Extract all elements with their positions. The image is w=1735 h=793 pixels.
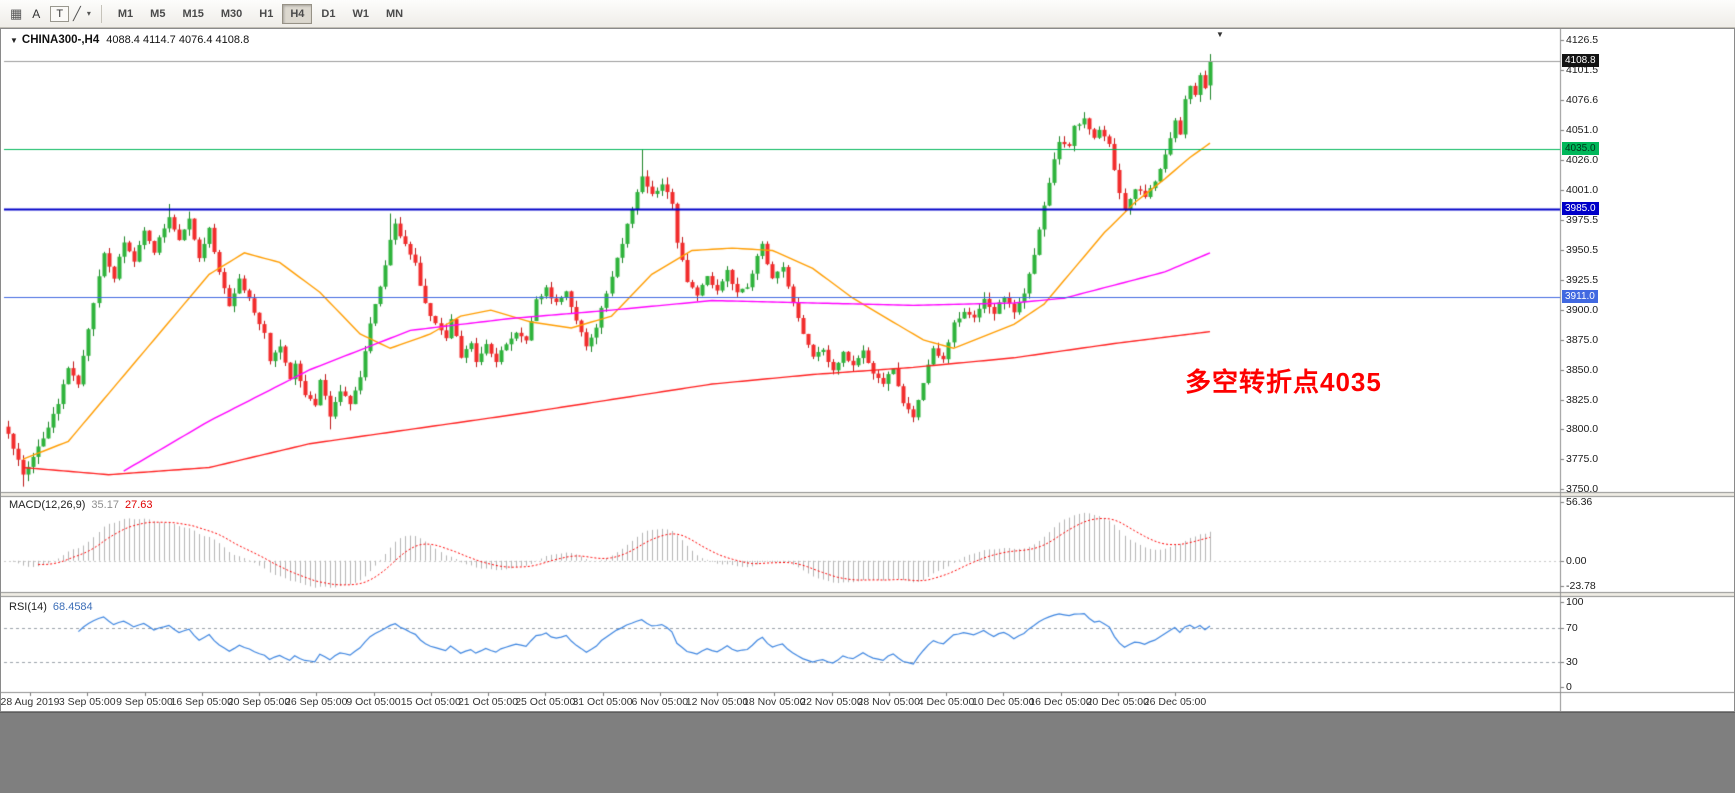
timeframe-button-w1[interactable]: W1 (344, 4, 377, 24)
time-axis-label: 4 Dec 05:00 (917, 696, 975, 708)
draw-line-tool-icon[interactable]: ╱ (73, 5, 81, 21)
chart-canvas[interactable] (1, 29, 1734, 711)
timeframe-button-h1[interactable]: H1 (251, 4, 281, 24)
time-axis-label: 10 Dec 05:00 (972, 696, 1035, 708)
price-axis-label: 3925.5 (1566, 273, 1599, 286)
timeframe-button-d1[interactable]: D1 (313, 4, 343, 24)
price-axis-label: 4026.0 (1566, 153, 1599, 166)
rsi-value: 68.4584 (52, 601, 93, 613)
macd-main-value: 35.17 (91, 499, 119, 511)
rsi-axis-label: 0 (1566, 681, 1572, 693)
ohlc-values: 4088.4 4114.7 4076.4 4108.8 (106, 34, 250, 46)
rsi-axis-label: 30 (1566, 655, 1578, 668)
rsi-name: RSI(14) (9, 601, 47, 613)
price-axis-label: 3850.0 (1566, 363, 1599, 376)
macd-axis-label: 0.00 (1566, 554, 1587, 567)
window-footer (0, 712, 1735, 793)
time-axis-label: 26 Sep 05:00 (285, 696, 348, 708)
chart-shift-marker-icon: ▼ (1216, 30, 1224, 39)
time-axis-label: 16 Sep 05:00 (170, 696, 233, 708)
time-axis-label: 9 Sep 05:00 (116, 696, 173, 708)
macd-name: MACD(12,26,9) (9, 499, 86, 511)
price-level-badge: 3911.0 (1562, 289, 1598, 303)
rsi-axis-label: 70 (1566, 621, 1578, 634)
rsi-axis-label: 100 (1566, 596, 1584, 608)
time-axis-label: 22 Nov 05:00 (800, 696, 863, 708)
price-axis-label: 3775.0 (1566, 453, 1599, 466)
price-axis-label: 3875.0 (1566, 333, 1599, 346)
timeframe-button-mn[interactable]: MN (378, 4, 411, 24)
price-axis-label: 3900.0 (1566, 304, 1599, 317)
time-axis-label: 20 Dec 05:00 (1086, 696, 1149, 708)
price-axis-label: 4126.5 (1566, 34, 1599, 46)
toolbar: ▦ A T ╱ ▾ M1 M5 M15 M30 H1 H4 D1 W1 MN (0, 0, 1735, 28)
time-axis-label: 15 Oct 05:00 (400, 696, 461, 708)
macd-indicator-label: MACD(12,26,9) 35.17 27.63 (9, 499, 152, 511)
chart-annotation[interactable]: 多空转折点4035 (1185, 367, 1382, 397)
price-axis-label: 3950.5 (1566, 243, 1599, 256)
rsi-indicator-label: RSI(14) 68.4584 (9, 601, 93, 613)
time-axis-label: 6 Nov 05:00 (631, 696, 689, 708)
time-axis-label: 28 Nov 05:00 (857, 696, 920, 708)
timeframe-bar: M1 M5 M15 M30 H1 H4 D1 W1 MN (110, 3, 411, 24)
price-axis-label: 3800.0 (1566, 423, 1599, 436)
price-axis-label: 4001.0 (1566, 183, 1599, 196)
price-level-badge: 3985.0 (1562, 201, 1599, 215)
symbol-period-label: CHINA300-,H4 (21, 34, 100, 46)
timeframe-button-m1[interactable]: M1 (110, 4, 141, 24)
collapse-arrow-icon[interactable]: ▼ (10, 36, 18, 45)
time-axis-label: 3 Sep 05:00 (58, 696, 116, 708)
price-axis-label: 3750.0 (1566, 483, 1599, 495)
price-axis-label: 3975.5 (1566, 214, 1599, 227)
macd-axis-label: 56.36 (1566, 495, 1593, 508)
grid-icon[interactable]: ▦ (10, 5, 23, 21)
chevron-down-icon[interactable]: ▾ (86, 9, 91, 18)
cursor-tool-button[interactable]: A (26, 5, 46, 23)
timeframe-button-m30[interactable]: M30 (213, 4, 250, 24)
time-axis-label: 31 Oct 05:00 (572, 696, 633, 708)
time-axis-label: 12 Nov 05:00 (685, 696, 749, 708)
current-price-badge: 4108.8 (1562, 54, 1599, 68)
price-axis-label: 4076.6 (1566, 93, 1599, 106)
time-axis-label: 26 Dec 05:00 (1143, 696, 1207, 708)
time-axis-label: 25 Oct 05:00 (515, 696, 576, 708)
toolbar-separator (100, 4, 102, 23)
timeframe-button-m15[interactable]: M15 (174, 4, 211, 24)
text-tool-button[interactable]: T (50, 5, 70, 22)
time-axis-label: 21 Oct 05:00 (457, 696, 519, 708)
time-axis-label: 20 Sep 05:00 (227, 696, 291, 708)
chart-title: ▼ CHINA300-,H4 4088.4 4114.7 4076.4 4108.8 (10, 34, 249, 46)
macd-axis-label: -23.78 (1566, 579, 1596, 592)
time-axis-label: 9 Oct 05:00 (346, 696, 401, 708)
macd-signal-value: 27.63 (124, 499, 153, 511)
time-axis-label: 18 Nov 05:00 (743, 696, 806, 708)
price-axis-label: 3825.0 (1566, 393, 1599, 406)
price-level-badge: 4035.0 (1562, 142, 1599, 156)
timeframe-button-h4[interactable]: H4 (282, 3, 313, 24)
time-axis-label: 28 Aug 2019 (0, 696, 60, 708)
time-axis-label: 16 Dec 05:00 (1029, 696, 1092, 708)
timeframe-button-m5[interactable]: M5 (142, 4, 173, 24)
price-axis-label: 4051.0 (1566, 124, 1599, 137)
